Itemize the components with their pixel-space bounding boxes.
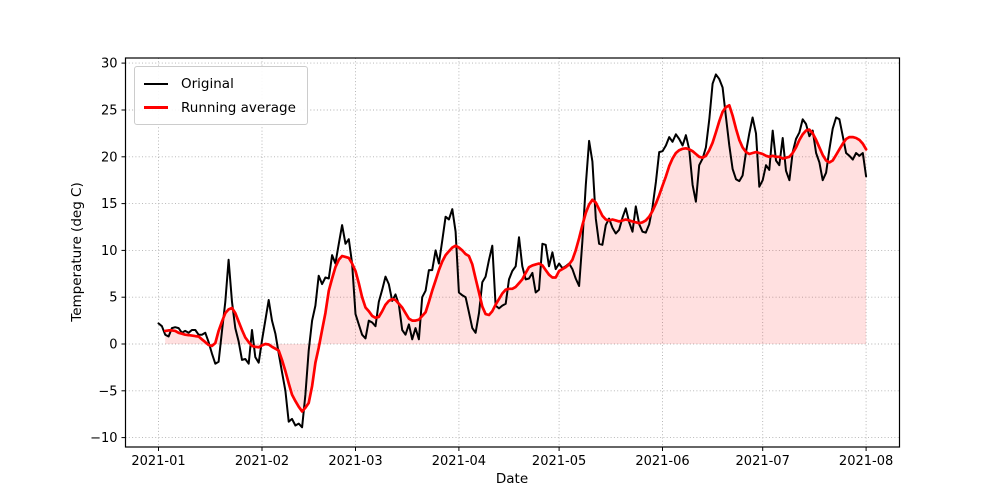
running-average-line-swatch xyxy=(144,106,168,109)
x-tick-label: 2021-02 xyxy=(235,454,289,469)
original-line-swatch xyxy=(144,82,168,85)
x-tick-label: 2021-03 xyxy=(328,454,382,469)
y-tick-label: 15 xyxy=(101,197,118,212)
y-tick-label: −10 xyxy=(90,431,117,446)
legend-item-original: Original xyxy=(144,74,296,93)
legend: Original Running average xyxy=(134,66,308,125)
fill-area xyxy=(165,105,867,412)
legend-label-running-average: Running average xyxy=(181,99,296,116)
y-tick-label: 5 xyxy=(109,291,117,306)
x-tick-label: 2021-04 xyxy=(432,454,486,469)
y-tick-label: −5 xyxy=(98,384,117,399)
y-tick-label: 20 xyxy=(101,150,118,165)
x-tick-label: 2021-08 xyxy=(839,454,893,469)
y-tick-label: 25 xyxy=(101,104,118,119)
y-tick-label: 0 xyxy=(109,338,117,353)
legend-item-running-average: Running average xyxy=(144,98,296,117)
original-line xyxy=(157,73,868,429)
y-axis-label: Temperature (deg C) xyxy=(69,182,85,322)
x-tick-label: 2021-06 xyxy=(635,454,689,469)
running-average-line xyxy=(163,103,868,413)
y-tick-label: 30 xyxy=(101,57,118,72)
x-tick-label: 2021-05 xyxy=(532,454,586,469)
y-tick-label: 10 xyxy=(101,244,118,259)
plot-frame xyxy=(124,57,901,448)
x-axis-label: Date xyxy=(495,471,529,487)
legend-label-original: Original xyxy=(181,75,234,92)
x-tick-label: 2021-07 xyxy=(736,454,790,469)
x-tick-label: 2021-01 xyxy=(131,454,185,469)
